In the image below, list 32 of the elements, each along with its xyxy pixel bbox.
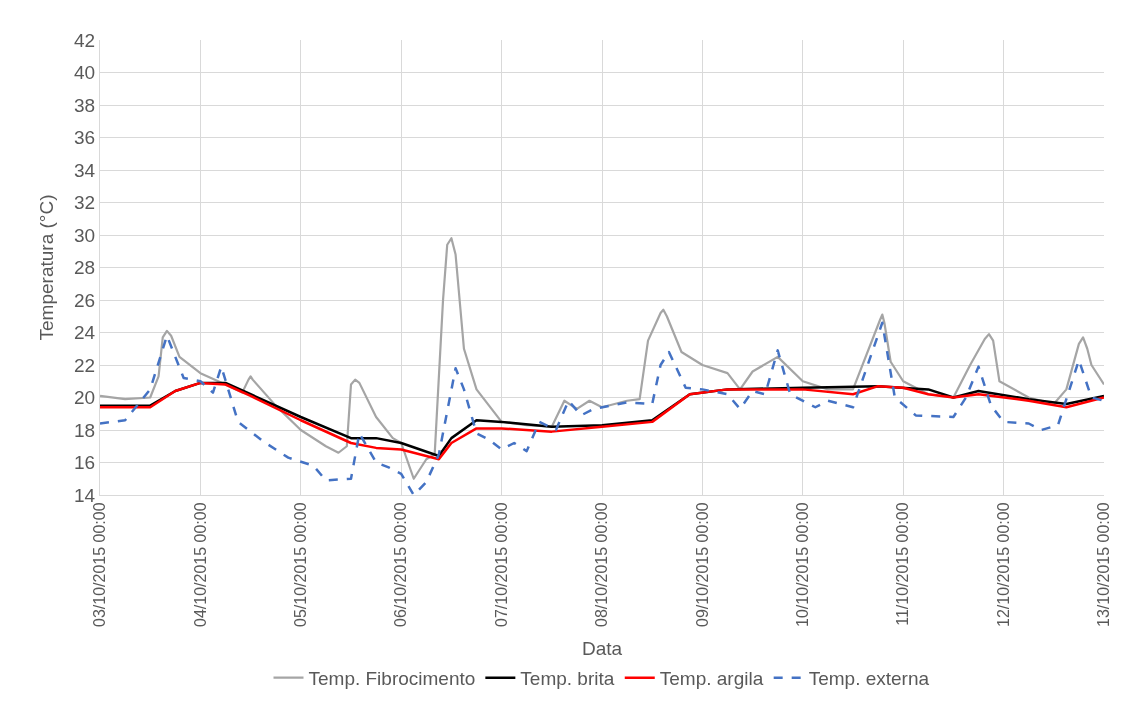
x-tick-label: 12/10/2015 00:00 [994,502,1012,627]
y-tick-label: 40 [74,62,96,84]
y-tick-label: 20 [74,387,96,409]
legend-label: Temp. argila [659,668,764,690]
x-tick-label: 03/10/2015 00:00 [91,502,109,627]
y-axis-title: Temperatura (°C) [35,194,57,341]
y-tick-label: 36 [74,127,96,149]
x-axis-title: Data [581,637,623,659]
y-tick-label: 22 [74,354,96,376]
x-tick-label: 07/10/2015 00:00 [492,502,510,627]
x-tick-label: 10/10/2015 00:00 [794,502,811,627]
x-tick-label: 05/10/2015 00:00 [292,502,309,627]
legend-label: Temp. brita [520,668,615,690]
y-tick-label: 18 [74,419,96,441]
y-tick-label: 26 [74,289,96,311]
x-tick-label: 04/10/2015 00:00 [191,502,209,627]
y-tick-label: 24 [74,322,96,344]
y-tick-label: 42 [74,29,96,51]
y-tick-label: 34 [74,159,96,181]
x-tick-label: 06/10/2015 00:00 [392,502,410,627]
y-tick-label: 16 [74,452,96,474]
legend-label: Temp. Fibrocimento [308,668,476,690]
legend-label: Temp. externa [808,668,930,690]
y-tick-label: 30 [74,224,96,246]
line-series [100,237,1104,480]
y-tick-label: 28 [74,257,96,279]
y-tick-label: 38 [74,94,96,116]
y-tick-label: 32 [74,192,96,214]
x-tick-label: 11/10/2015 00:00 [894,502,912,626]
x-tick-label: 13/10/2015 00:00 [1095,502,1113,627]
x-tick-label: 09/10/2015 00:00 [693,502,711,627]
x-tick-label: 08/10/2015 00:00 [593,502,611,627]
